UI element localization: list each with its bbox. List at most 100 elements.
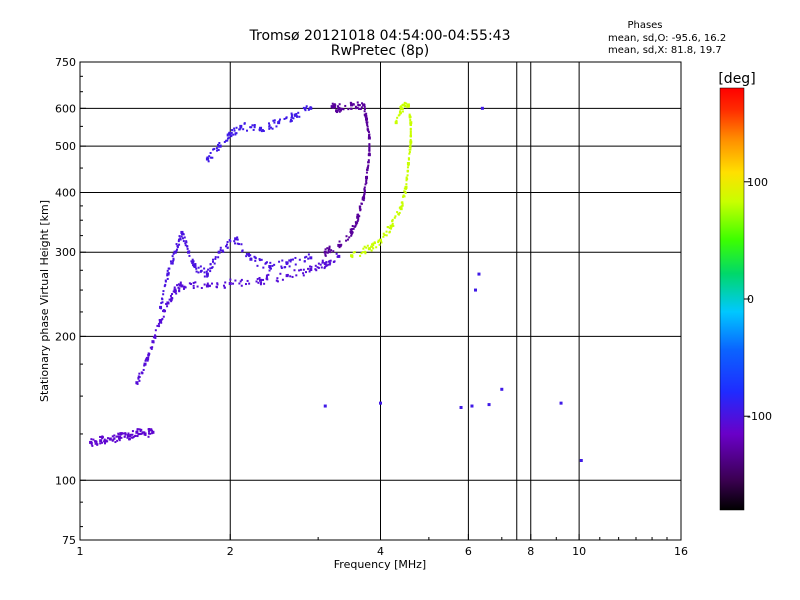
scatter-1-0-9 — [140, 371, 143, 374]
scatter-3-4-7 — [273, 119, 276, 122]
scatter-4-2-10 — [351, 225, 354, 228]
x-axis-label: Frequency [MHz] — [334, 558, 426, 571]
scatter-1-7-2 — [224, 281, 227, 284]
data-points — [89, 101, 583, 462]
scatter-3-5-4 — [290, 115, 293, 118]
scatter-5-0-7 — [361, 251, 364, 254]
scatter-4-5-6 — [367, 159, 370, 162]
scatter-4-7-13 — [366, 128, 369, 131]
scatter-4-5-1 — [367, 164, 370, 167]
scatter-3-3-11 — [253, 126, 256, 129]
scatter-5-5-4 — [405, 176, 408, 179]
scatter-2-9-10 — [250, 257, 253, 260]
scatter-3-3-10 — [258, 128, 261, 131]
y-axis-label: Stationary phase Virtual Height [km] — [38, 200, 51, 402]
scatter-2-7-1 — [233, 240, 236, 243]
scatter-4-10-4 — [347, 108, 350, 111]
scatter-4-8-2 — [365, 118, 368, 121]
y-tick-label-5: 500 — [55, 140, 76, 153]
scatter-1-2-2 — [158, 325, 161, 328]
scatter-3-0-5 — [207, 160, 210, 163]
point-6-7 — [470, 404, 474, 408]
scatter-4-6-10 — [368, 148, 371, 151]
scatter-3-5-11 — [289, 120, 292, 123]
scatter-3-4-11 — [272, 119, 275, 122]
scatter-4-7-6 — [367, 131, 370, 134]
point-2-7 — [217, 250, 221, 254]
point-6-3 — [500, 387, 504, 391]
scatter-4-10-12 — [339, 109, 342, 112]
scatter-5-2-13 — [382, 232, 385, 235]
scatter-2-7-9 — [222, 250, 225, 253]
scatter-5-6-1 — [408, 151, 411, 154]
scatter-1-9-8 — [267, 273, 270, 276]
scatter-5-3-8 — [391, 218, 394, 221]
scatter-5-2-9 — [383, 234, 386, 237]
scatter-4-2-6 — [350, 233, 353, 236]
scatter-3-3-5 — [251, 124, 254, 127]
point-4-0 — [323, 250, 327, 254]
colorbar-tick-label-1: 0 — [747, 293, 754, 306]
scatter-4-9-12 — [358, 104, 361, 107]
scatter-5-4-7 — [400, 201, 403, 204]
x-tick-label-2: 4 — [377, 545, 384, 558]
stats-line-o: mean, sd,O: -95.6, 16.2 — [608, 33, 726, 44]
scatter-0-3-3 — [118, 437, 121, 440]
scatter-1-5-3 — [177, 283, 180, 286]
scatter-5-5-6 — [405, 179, 408, 182]
scatter-4-4-9 — [363, 188, 366, 191]
scatter-0-1-6 — [103, 440, 106, 443]
scatter-2-11-1 — [288, 265, 291, 268]
point-6-8 — [487, 403, 491, 407]
scatter-1-6-2 — [182, 287, 185, 290]
scatter-1-9-11 — [275, 279, 278, 282]
scatter-2-1-1 — [171, 255, 174, 258]
scatter-0-1-0 — [103, 438, 106, 441]
scatter-3-0-0 — [211, 156, 214, 159]
scatter-4-0-11 — [329, 251, 332, 254]
scatter-0-5-0 — [139, 430, 142, 433]
scatter-2-4-10 — [193, 265, 196, 268]
scatter-2-10-13 — [269, 261, 272, 264]
scatter-3-5-6 — [285, 117, 288, 120]
scatter-2-2-13 — [177, 238, 180, 241]
scatter-4-9-10 — [354, 105, 357, 108]
scatter-3-1-8 — [226, 139, 229, 142]
scatter-4-5-8 — [366, 166, 369, 169]
scatter-0-2-6 — [111, 439, 114, 442]
scatter-4-2-9 — [353, 225, 356, 228]
scatter-0-0-1 — [90, 443, 93, 446]
scatter-1-7-6 — [215, 285, 218, 288]
scatter-5-8-4 — [409, 119, 412, 122]
point-6-10 — [323, 404, 327, 408]
scatter-2-0-10 — [166, 277, 169, 280]
scatter-3-1-3 — [219, 145, 222, 148]
scatter-5-6-3 — [408, 152, 411, 155]
scatter-1-2-13 — [154, 335, 157, 338]
scatter-5-4-1 — [402, 195, 405, 198]
x-tick-label-4: 8 — [527, 545, 534, 558]
scatter-4-9-7 — [352, 103, 355, 106]
scatter-2-9-8 — [258, 258, 261, 261]
scatter-4-3-12 — [361, 196, 364, 199]
scatter-4-8-8 — [363, 113, 366, 116]
scatter-1-5-2 — [179, 283, 182, 286]
scatter-4-7-12 — [367, 129, 370, 132]
x-tick-label-5: 10 — [572, 545, 586, 558]
scatter-4-10-5 — [349, 101, 352, 104]
scatter-4-10-2 — [338, 110, 341, 113]
scatter-1-9-7 — [260, 281, 263, 284]
scatter-1-3-4 — [164, 310, 167, 313]
scatter-0-5-5 — [136, 435, 139, 438]
scatter-2-0-7 — [166, 274, 169, 277]
scatter-5-9-0 — [403, 101, 406, 104]
x-tick-label-1: 2 — [227, 545, 234, 558]
scatter-0-3-9 — [126, 436, 129, 439]
scatter-4-1-11 — [349, 230, 352, 233]
scatter-3-1-13 — [228, 131, 231, 134]
scatter-2-7-0 — [229, 240, 232, 243]
scatter-5-8-6 — [408, 116, 411, 119]
scatter-1-10-8 — [309, 265, 312, 268]
scatter-0-3-13 — [120, 433, 123, 436]
scatter-0-0-9 — [95, 440, 98, 443]
